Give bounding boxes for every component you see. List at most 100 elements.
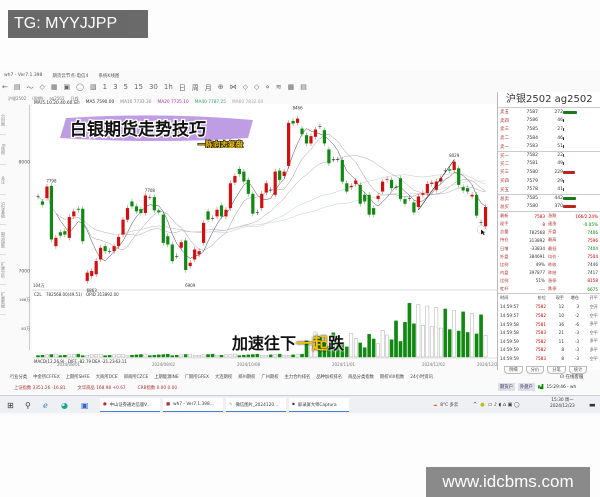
toolbar-button[interactable]: 1h bbox=[163, 83, 173, 91]
left-tab[interactable]: 期货指数 bbox=[0, 225, 6, 255]
exchange-tab[interactable]: 主力合约排名 bbox=[284, 375, 311, 380]
order-book-row: 总买 7580 370 bbox=[498, 203, 600, 212]
exchange-tab[interactable]: 商品分类指数 bbox=[348, 375, 374, 380]
stat-label: 持仓 bbox=[500, 237, 509, 243]
toolbar-button[interactable]: ⋄ bbox=[265, 83, 270, 91]
candle-body bbox=[206, 211, 210, 220]
stat-value: 7596 bbox=[587, 237, 598, 243]
image-icon: ∿ bbox=[229, 402, 233, 407]
level-volume: 272 bbox=[554, 109, 563, 115]
level-volume: 46 bbox=[557, 135, 563, 141]
toolbar-button[interactable]: ⋈ bbox=[229, 83, 237, 91]
taskbar-clock[interactable]: 15:30 周一 2024/12/23 bbox=[547, 398, 578, 412]
taskbar-app-captura[interactable]: ▪ 屏录屏大师Captura bbox=[289, 398, 349, 412]
exchange-tab[interactable]: 行业分类 bbox=[10, 375, 28, 380]
level-label: 卖三 bbox=[500, 127, 509, 133]
exchange-tab[interactable]: 期权VIX指数 bbox=[379, 375, 405, 380]
toolbar-button[interactable]: ← bbox=[2, 83, 8, 91]
candle-body bbox=[269, 189, 273, 191]
toolbar-button[interactable]: ◇ bbox=[242, 83, 249, 91]
kline-chart[interactable]: 8000 7000 7798 6863 7708 6909 8466 8029 104万 C2L 7… bbox=[19, 104, 497, 364]
exchange-tab[interactable]: 郑州期权 bbox=[238, 375, 256, 380]
futures-account-button[interactable]: 期货户 bbox=[498, 383, 515, 391]
toolbar-button[interactable]: ◯ bbox=[76, 83, 84, 91]
taskbar-app-image[interactable]: ∿ 微信图片_2024120... bbox=[226, 398, 286, 412]
search-icon[interactable]: ⚲ bbox=[25, 400, 31, 410]
foreign-account-button[interactable]: 外盘户 bbox=[517, 383, 535, 391]
volume-bar bbox=[367, 334, 371, 358]
toolbar-button[interactable]: ▧ bbox=[89, 83, 97, 91]
candle-body bbox=[421, 193, 425, 195]
toolbar-button[interactable]: ◇ bbox=[39, 83, 45, 91]
online-service-link[interactable]: ☊ 在线客服 bbox=[560, 375, 584, 380]
tick-cell: 12 bbox=[558, 304, 564, 310]
toolbar-button[interactable]: 1 bbox=[102, 83, 108, 91]
toolbar-button[interactable]: 月 bbox=[204, 84, 212, 92]
weather[interactable]: ☁ 8°C 多云 bbox=[430, 398, 461, 412]
toolbar-button[interactable]: ▦ bbox=[50, 83, 58, 91]
edge-icon[interactable]: ◕ bbox=[61, 400, 68, 410]
exchange-tab[interactable]: 品种加权排名 bbox=[316, 375, 343, 380]
app-icon[interactable]: ▣ bbox=[81, 400, 89, 410]
left-tab[interactable]: 关注 bbox=[0, 165, 6, 195]
ma-params[interactable]: MA(5,10,20,40,60,日) bbox=[34, 101, 80, 106]
volume-bar bbox=[447, 329, 452, 358]
stat-value: 8158 bbox=[587, 278, 598, 284]
volume-bar bbox=[309, 345, 313, 358]
tick-cell: 36 bbox=[558, 321, 564, 327]
left-tab[interactable]: 扩展数据 bbox=[0, 285, 6, 315]
exchange-tab[interactable]: 上期能源INE bbox=[154, 375, 179, 380]
quote-symbol: 沪银2502 bbox=[506, 94, 552, 105]
toolbar-button[interactable]: 〜 bbox=[26, 84, 34, 92]
toolbar-button[interactable]: 周 bbox=[191, 84, 199, 92]
exchange-tab[interactable]: 大商所DCE bbox=[95, 375, 118, 380]
ie-icon[interactable]: ℯ bbox=[43, 400, 48, 410]
macd-name[interactable]: MACD(12,26,9) bbox=[34, 359, 65, 364]
volume-label[interactable]: C2L bbox=[34, 292, 42, 297]
left-tab[interactable]: 扩展分析 bbox=[0, 255, 6, 285]
stat-label: 开盘 bbox=[548, 229, 557, 235]
toolbar-button[interactable]: ▣ bbox=[63, 83, 71, 91]
toolbar-button[interactable]: 5 bbox=[123, 83, 129, 91]
toolbar-button[interactable]: ⊕ bbox=[217, 83, 224, 91]
toolbar-button[interactable]: ▦ bbox=[287, 83, 295, 91]
detail-tab[interactable]: 分价 bbox=[525, 365, 545, 374]
exchange-tab[interactable]: 上期所SHFE bbox=[65, 375, 90, 380]
detail-tab[interactable]: 明细 bbox=[504, 365, 523, 374]
toolbar-button[interactable]: ▤ bbox=[13, 83, 21, 91]
volume-bar bbox=[157, 354, 161, 358]
toolbar-button[interactable]: ▤ bbox=[300, 83, 307, 91]
detail-tab[interactable]: 统计 bbox=[568, 365, 588, 374]
volume-bar bbox=[161, 354, 166, 358]
symbol-name[interactable]: 沪银2502 bbox=[8, 96, 27, 101]
taskbar-app-wh7[interactable]: ■ wh7 - Ver7.1.398... bbox=[163, 398, 223, 412]
toolbar-button[interactable]: 3 bbox=[113, 83, 118, 91]
stat-label: 最低 bbox=[548, 245, 557, 251]
toolbar-button[interactable]: ◇ bbox=[254, 83, 260, 91]
detail-tab[interactable]: 分笔 bbox=[547, 365, 566, 374]
symbol-code[interactable]: ag2502 bbox=[49, 96, 65, 101]
exchange-tab[interactable]: 24小时资讯 bbox=[410, 375, 433, 380]
left-tab[interactable]: K线图 bbox=[0, 135, 6, 165]
candle-body bbox=[54, 237, 58, 247]
tray-icons[interactable]: ^ ● ▭ ♪ ◖ ⌂ ▣ ◯ bbox=[473, 402, 520, 408]
exchange-tab[interactable]: 广期所GFEX bbox=[184, 375, 209, 380]
taskbar-app-tdx[interactable]: ● 中山证券通达信版V... bbox=[100, 398, 160, 412]
volume-bar bbox=[192, 355, 197, 358]
toolbar-button[interactable]: 15 bbox=[134, 83, 143, 91]
exchange-tab[interactable]: 广州期权 bbox=[261, 375, 279, 380]
period-select[interactable]: 日线 bbox=[70, 96, 79, 101]
order-book-row: 卖三 7585 27 bbox=[498, 125, 600, 134]
exchange-tab[interactable]: 大连期权 bbox=[214, 375, 233, 380]
exchange-tab[interactable]: 郑商所CZCE bbox=[123, 375, 149, 380]
toolbar-button[interactable]: 日 bbox=[178, 84, 186, 92]
toolbar-button[interactable]: ≋ bbox=[275, 83, 282, 91]
notification-icon[interactable]: ▬ bbox=[589, 401, 596, 409]
quote-stats: 最新 7583 涨跌 166/2.24% 现手 8 速涨 -0.05% 总量 782568 开盘 74… bbox=[498, 211, 600, 293]
left-tab[interactable]: 沪深基础 bbox=[0, 195, 6, 225]
toolbar-button[interactable]: 30 bbox=[148, 83, 158, 91]
exchange-tab[interactable]: 中金所CFFEX bbox=[33, 375, 60, 380]
left-tab[interactable]: 分时图 bbox=[0, 105, 6, 135]
start-button[interactable]: ⊞ bbox=[7, 400, 14, 410]
caption-text-end: 跌 bbox=[328, 334, 345, 353]
